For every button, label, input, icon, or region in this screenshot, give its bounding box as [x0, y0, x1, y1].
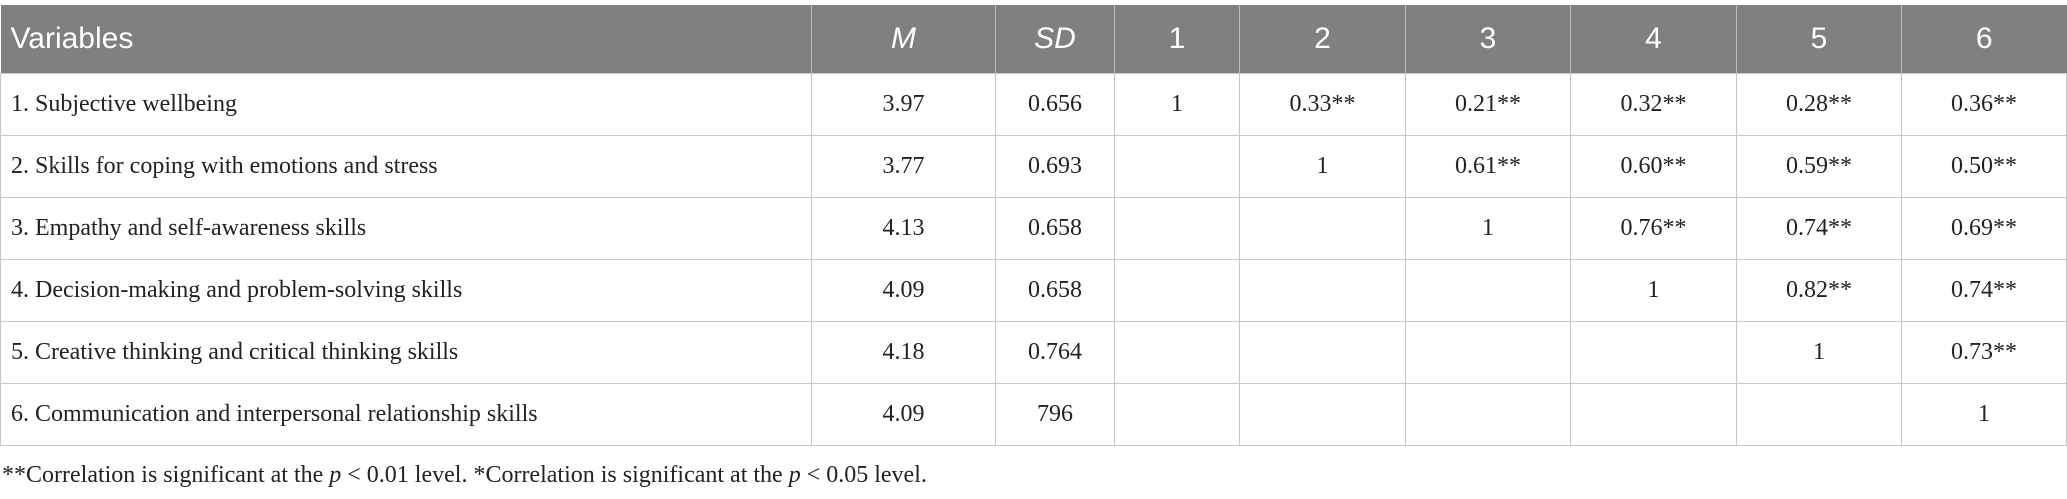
cell-value: 4.18: [811, 321, 996, 384]
cell-value: 0.764: [995, 321, 1115, 384]
variable-name: 6. Communication and interpersonal relat…: [0, 383, 812, 446]
cell-value: 0.36**: [1901, 73, 2067, 136]
empty-cell: [1114, 321, 1240, 384]
header-cell: 2: [1239, 5, 1406, 74]
header-cell: Variables: [0, 5, 812, 74]
header-row: Variables M SD 1 2 3 4 5 6: [0, 5, 2067, 74]
header-cell: 3: [1405, 5, 1571, 74]
cell-value: 0.61**: [1405, 135, 1571, 198]
cell-value: 0.59**: [1736, 135, 1902, 198]
table-row: 5. Creative thinking and critical thinki…: [0, 321, 2067, 384]
cell-value: 4.09: [811, 259, 996, 322]
header-cell: SD: [995, 5, 1115, 74]
cell-value: 1: [1736, 321, 1902, 384]
empty-cell: [1239, 197, 1406, 260]
footnote-text: p: [329, 462, 342, 488]
header-cell: 5: [1736, 5, 1902, 74]
cell-value: 0.73**: [1901, 321, 2067, 384]
empty-cell: [1405, 259, 1571, 322]
cell-value: 0.69**: [1901, 197, 2067, 260]
footnote-text: **Correlation is significant at the: [2, 462, 330, 488]
header-cell: 1: [1114, 5, 1240, 74]
cell-value: 0.21**: [1405, 73, 1571, 136]
empty-cell: [1114, 135, 1240, 198]
cell-value: 0.658: [995, 197, 1115, 260]
empty-cell: [1405, 383, 1571, 446]
cell-value: 4.13: [811, 197, 996, 260]
header-cell: 4: [1570, 5, 1737, 74]
empty-cell: [1239, 321, 1406, 384]
cell-value: 0.658: [995, 259, 1115, 322]
cell-value: 0.32**: [1570, 73, 1737, 136]
cell-value: 1: [1405, 197, 1571, 260]
cell-value: 1: [1114, 73, 1240, 136]
cell-value: 3.77: [811, 135, 996, 198]
cell-value: 1: [1901, 383, 2067, 446]
variable-name: 3. Empathy and self-awareness skills: [0, 197, 812, 260]
table-row: 4. Decision-making and problem-solving s…: [0, 259, 2067, 322]
cell-value: 3.97: [811, 73, 996, 136]
footnote-text: < 0.05 level.: [800, 462, 927, 488]
variable-name: 4. Decision-making and problem-solving s…: [0, 259, 812, 322]
cell-value: 0.82**: [1736, 259, 1902, 322]
footnote-text: p: [788, 462, 801, 488]
cell-value: 0.60**: [1570, 135, 1737, 198]
cell-value: 796: [995, 383, 1115, 446]
footnote: **Correlation is significant at the p < …: [2, 462, 927, 489]
cell-value: 0.28**: [1736, 73, 1902, 136]
table-body: 1. Subjective wellbeing 3.97 0.656 1 0.33** 0…: [0, 73, 2067, 446]
empty-cell: [1114, 197, 1240, 260]
footnote-text: < 0.01 level. *Correlation is significan…: [341, 462, 789, 488]
empty-cell: [1736, 383, 1902, 446]
cell-value: 1: [1239, 135, 1406, 198]
table-header: Variables M SD 1 2 3 4 5 6: [0, 5, 2067, 74]
variable-name: 1. Subjective wellbeing: [0, 73, 812, 136]
empty-cell: [1570, 383, 1737, 446]
table-row: 1. Subjective wellbeing 3.97 0.656 1 0.33** 0…: [0, 73, 2067, 136]
cell-value: 0.693: [995, 135, 1115, 198]
empty-cell: [1570, 321, 1737, 384]
correlation-table: Variables M SD 1 2 3 4 5 6 1. Subjective wellbei…: [0, 5, 2067, 446]
header-cell: 6: [1901, 5, 2067, 74]
cell-value: 4.09: [811, 383, 996, 446]
empty-cell: [1114, 259, 1240, 322]
cell-value: 0.50**: [1901, 135, 2067, 198]
table-row: 6. Communication and interpersonal relat…: [0, 383, 2067, 446]
header-cell: M: [811, 5, 996, 74]
empty-cell: [1239, 383, 1406, 446]
cell-value: 0.74**: [1736, 197, 1902, 260]
empty-cell: [1405, 321, 1571, 384]
table-row: 3. Empathy and self-awareness skills 4.13…: [0, 197, 2067, 260]
cell-value: 0.74**: [1901, 259, 2067, 322]
cell-value: 1: [1570, 259, 1737, 322]
empty-cell: [1239, 259, 1406, 322]
variable-name: 2. Skills for coping with emotions and s…: [0, 135, 812, 198]
cell-value: 0.656: [995, 73, 1115, 136]
empty-cell: [1114, 383, 1240, 446]
table-row: 2. Skills for coping with emotions and s…: [0, 135, 2067, 198]
cell-value: 0.76**: [1570, 197, 1737, 260]
variable-name: 5. Creative thinking and critical thinki…: [0, 321, 812, 384]
cell-value: 0.33**: [1239, 73, 1406, 136]
